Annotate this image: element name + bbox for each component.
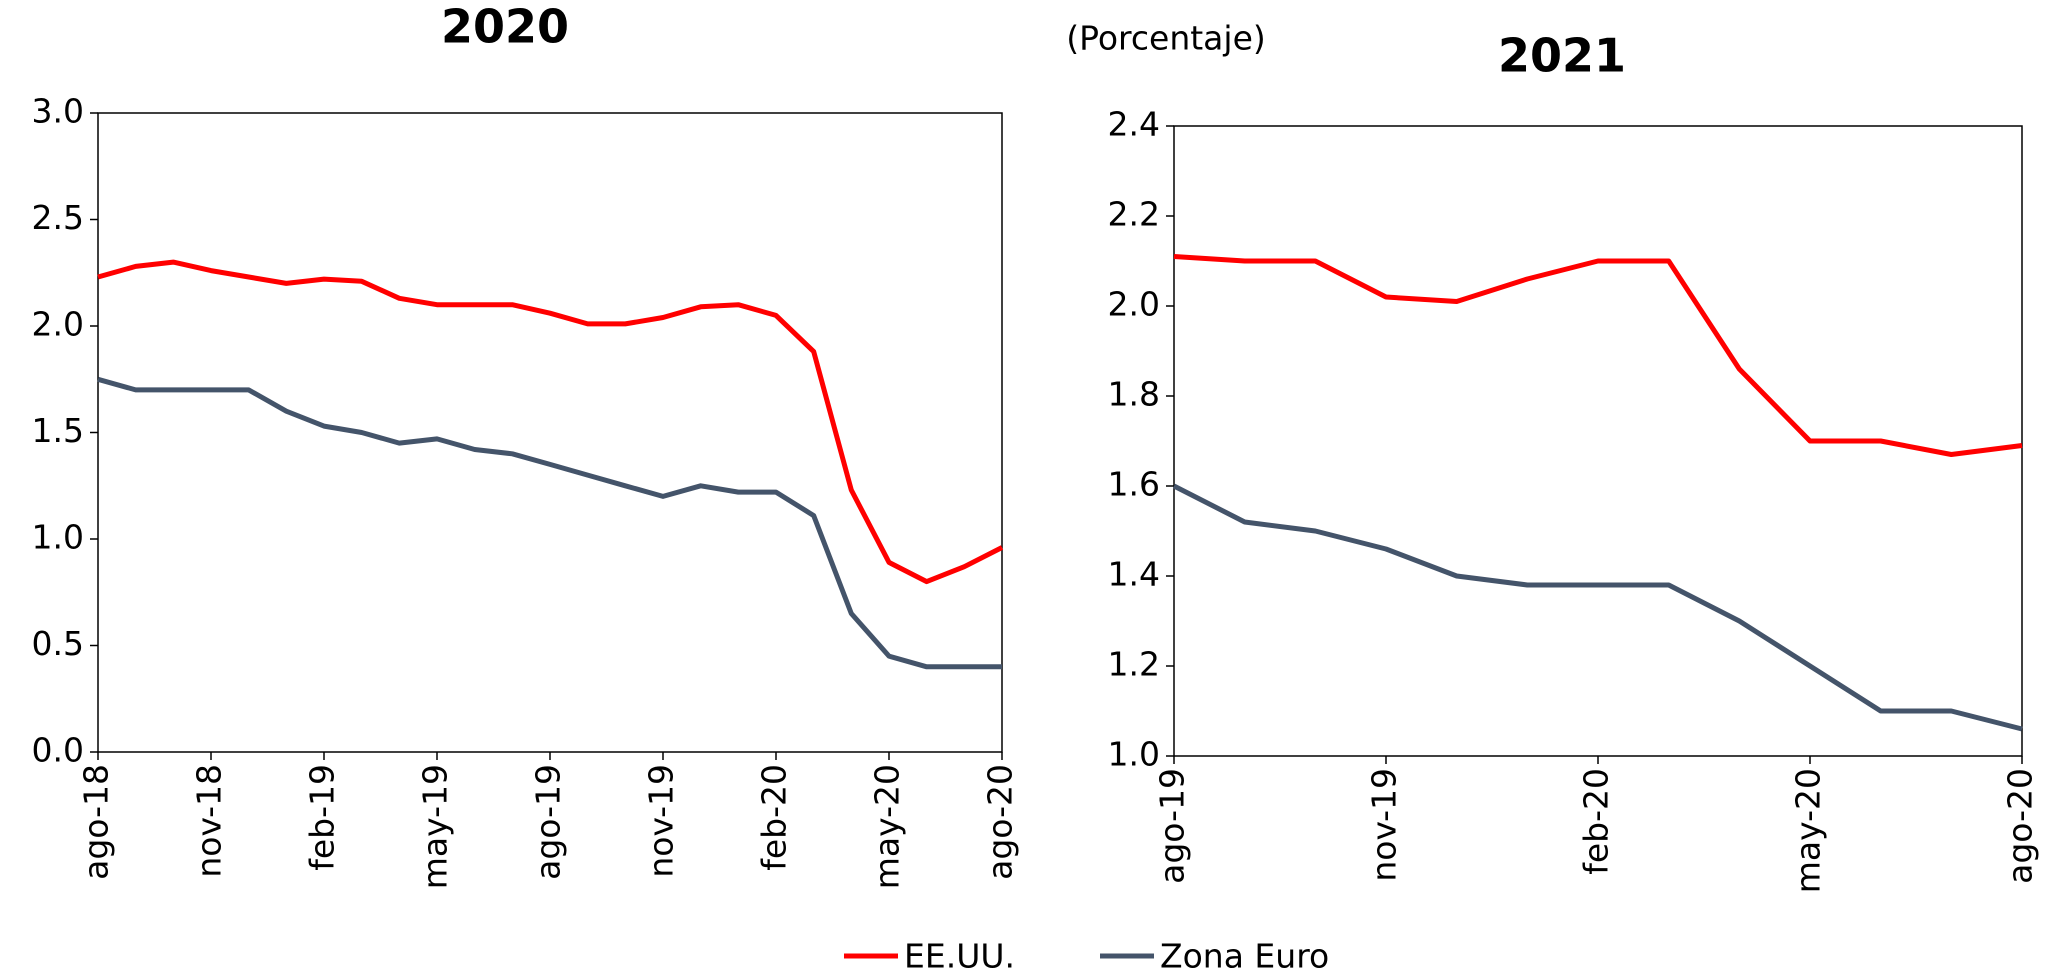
y-tick-label: 2.0	[32, 305, 84, 344]
x-tick-label: feb-20	[755, 764, 794, 871]
series-line	[1173, 254, 2023, 457]
series-line	[1172, 483, 2023, 732]
x-tick-label: may-20	[1789, 768, 1828, 893]
x-tick-label: nov-19	[1365, 768, 1404, 882]
legend-label: EE.UU.	[904, 937, 1015, 973]
chart-title: 2020	[441, 0, 569, 54]
y-tick-label: 2.0	[1108, 285, 1160, 324]
x-tick-label: nov-19	[642, 764, 681, 878]
y-tick-label: 0.0	[32, 731, 84, 770]
x-tick-label: ago-19	[529, 764, 568, 880]
x-tick-label: may-20	[868, 764, 907, 889]
x-tick-label: feb-20	[1577, 768, 1616, 875]
series-line	[97, 259, 1004, 585]
y-tick-label: 1.5	[32, 411, 84, 450]
y-tick-label: 1.0	[1108, 735, 1160, 774]
x-tick-label: nov-18	[190, 764, 229, 878]
y-tick-label: 1.2	[1108, 645, 1160, 684]
series-line	[97, 376, 1002, 670]
y-tick-label: 1.6	[1108, 465, 1160, 504]
legend-label: Zona Euro	[1160, 937, 1329, 973]
x-tick-label: may-19	[416, 764, 455, 889]
y-tick-label: 1.0	[32, 518, 84, 557]
x-tick-label: ago-18	[77, 764, 116, 880]
x-tick-label: feb-19	[303, 764, 342, 871]
y-tick-label: 3.0	[32, 92, 84, 131]
y-tick-label: 2.5	[32, 198, 84, 237]
x-tick-label: ago-20	[2001, 768, 2040, 884]
y-tick-label: 2.2	[1108, 195, 1160, 234]
chart-title: 2021	[1498, 29, 1626, 83]
x-tick-label: ago-19	[1153, 768, 1192, 884]
y-tick-label: 1.4	[1108, 555, 1160, 594]
y-tick-label: 2.4	[1108, 105, 1160, 144]
x-tick-label: ago-20	[981, 764, 1020, 880]
y-tick-label: 1.8	[1108, 375, 1160, 414]
subtitle: (Porcentaje)	[1066, 19, 1266, 58]
y-tick-label: 0.5	[32, 624, 84, 663]
